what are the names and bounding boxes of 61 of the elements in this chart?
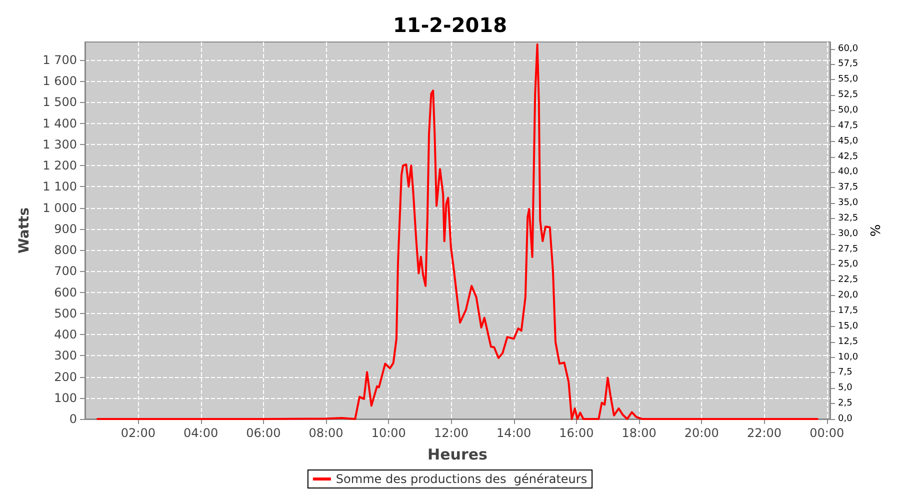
- y-tick-label: 1 100: [42, 180, 77, 194]
- y2-axis-title: %: [869, 224, 884, 237]
- y-tick-label: 1 700: [42, 52, 77, 67]
- y2-tick-label: 12,5: [838, 336, 858, 347]
- y2-tick-label: 10,0: [838, 352, 858, 362]
- y2-tick-label: 17,5: [838, 306, 858, 316]
- y2-tick-label: 35,0: [838, 198, 858, 208]
- y2-tick-label: 25,0: [838, 260, 858, 270]
- y-tick-label: 1 600: [42, 74, 77, 88]
- y-tick-label: 400: [54, 328, 77, 342]
- y2-tick-label: 0,0: [838, 414, 853, 424]
- x-tick-label: 16:00: [559, 426, 594, 440]
- x-tick-label: 08:00: [308, 426, 344, 440]
- x-tick-label: 10:00: [371, 426, 406, 440]
- y2-tick-label: 37,5: [838, 182, 858, 193]
- y2-tick-label: 2,5: [838, 398, 852, 409]
- x-tick-label: 04:00: [184, 426, 218, 440]
- y-tick-label: 1 000: [42, 200, 77, 215]
- y2-tick-label: 7,5: [838, 368, 852, 378]
- x-tick-label: 20:00: [684, 426, 719, 440]
- y2-tick-label: 32,5: [838, 213, 858, 224]
- y2-tick-label: 60,0: [838, 44, 858, 54]
- y2-tick-label: 57,5: [838, 59, 858, 70]
- y-tick-label: 700: [54, 264, 77, 278]
- x-tick-label: 06:00: [246, 426, 281, 440]
- x-tick-label: 00:00: [810, 426, 844, 440]
- y-tick-label: 100: [54, 390, 77, 405]
- y-tick-label: 0: [69, 412, 77, 426]
- y2-tick-label: 47,5: [838, 120, 858, 131]
- y-tick-label: 1 300: [42, 137, 77, 152]
- y2-tick-label: 15,0: [838, 321, 858, 332]
- y-axis-title: Watts: [16, 207, 33, 254]
- y2-tick-label: 27,5: [838, 244, 858, 254]
- legend-label: Somme des productions des générateurs: [336, 472, 588, 486]
- x-tick-label: 14:00: [496, 426, 532, 440]
- y-tick-label: 800: [54, 243, 77, 258]
- y2-tick-label: 5,0: [838, 383, 853, 394]
- x-tick-label: 22:00: [746, 426, 782, 440]
- line-series: [96, 43, 818, 420]
- x-tick-label: 18:00: [622, 426, 656, 440]
- y2-tick-label: 55,0: [838, 74, 858, 85]
- y2-tick-label: 30,0: [838, 228, 858, 239]
- x-tick-label: 12:00: [434, 426, 469, 440]
- x-tick-label: 02:00: [120, 426, 156, 440]
- y2-tick-label: 40,0: [838, 167, 858, 178]
- y-tick-label: 1 500: [42, 95, 77, 110]
- y-tick-label: 1 200: [42, 158, 77, 173]
- y-tick-label: 600: [54, 285, 77, 300]
- y-tick-label: 500: [54, 306, 77, 320]
- y2-tick-label: 22,5: [838, 275, 858, 286]
- y-tick-label: 1 400: [42, 116, 77, 130]
- y2-tick-label: 42,5: [838, 152, 858, 162]
- y-tick-label: 200: [54, 370, 77, 384]
- y2-tick-label: 45,0: [838, 136, 858, 146]
- y2-tick-label: 50,0: [838, 105, 858, 116]
- y2-tick-label: 20,0: [838, 290, 858, 301]
- y2-tick-label: 52,5: [838, 90, 858, 100]
- y-tick-label: 900: [54, 222, 77, 236]
- y-tick-label: 300: [54, 348, 77, 363]
- chart-title: 11-2-2018: [392, 13, 508, 37]
- x-axis-title: Heures: [428, 446, 488, 464]
